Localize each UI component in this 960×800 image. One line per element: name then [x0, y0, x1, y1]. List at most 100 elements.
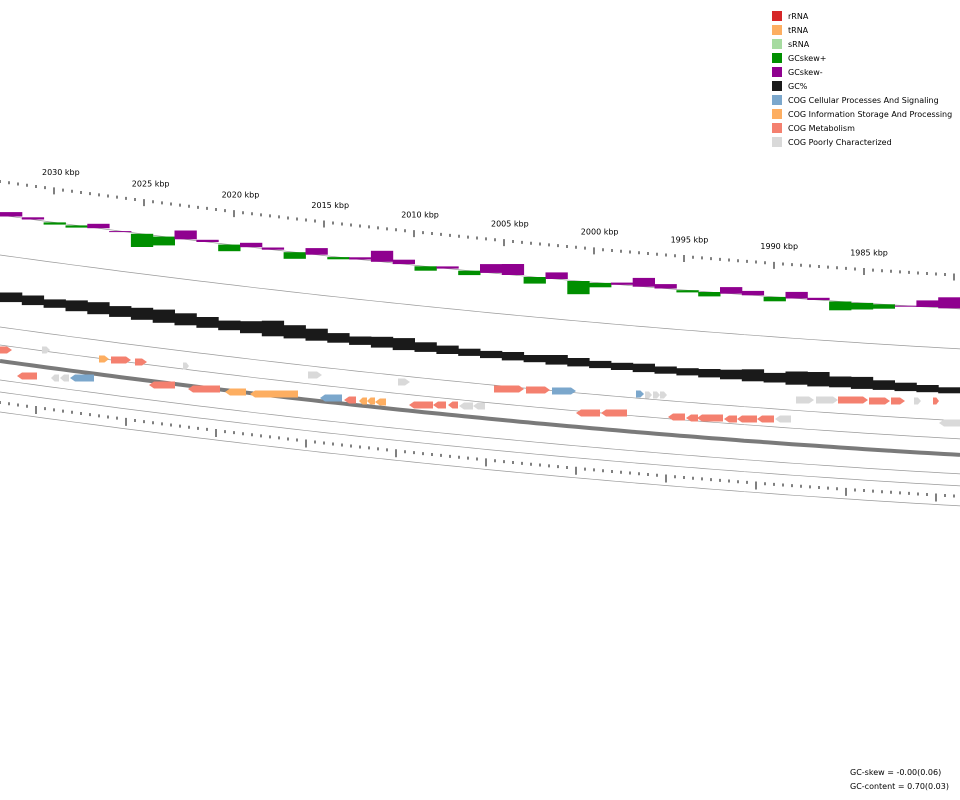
gene-feature-cog-metabolism: [891, 397, 905, 405]
gcskew-minus-bin: [305, 248, 328, 255]
gene-feature-cog-poorly-characterized: [645, 391, 652, 399]
legend-swatch-cog-metabolism: [772, 123, 782, 133]
gcskew-plus-bin: [829, 301, 852, 311]
gcskew-minus-bin: [916, 300, 939, 307]
genome-stats: GC-skew = -0.00(0.06) GC-content = 0.70(…: [850, 766, 949, 794]
legend-swatch-srna: [772, 39, 782, 49]
gcskew-plus-bin: [43, 222, 66, 225]
gene-feature-cog-information-storage-and-processing: [359, 397, 367, 405]
gc-percent-bin: [916, 385, 939, 393]
gcskew-minus-bin: [938, 297, 960, 309]
gc-percent-bin: [829, 376, 852, 388]
tick-label-4: 2010 kbp: [401, 211, 439, 220]
gc-percent-bin: [676, 368, 699, 376]
gc-percent-bin: [894, 382, 917, 392]
gene-feature-cog-metabolism: [757, 415, 774, 423]
gc-percent-bin: [741, 369, 765, 382]
ring-guide-0: [0, 214, 960, 310]
gene-feature-cog-information-storage-and-processing: [375, 398, 386, 406]
gene-feature-cog-metabolism: [188, 385, 220, 393]
tick-label-1: 2025 kbp: [132, 180, 170, 189]
gene-feature-cog-poorly-characterized: [796, 396, 814, 404]
gc-percent-bin: [807, 372, 830, 387]
gc-percent-bin: [850, 376, 874, 389]
gene-feature-cog-metabolism: [668, 413, 685, 421]
legend-item-cog-metabolism: COG Metabolism: [772, 121, 952, 135]
gcskew-minus-bin: [196, 239, 219, 242]
tick-label-9: 1985 kbp: [850, 248, 888, 257]
gcskew-plus-bin: [327, 257, 350, 260]
gc-percent-bin: [414, 342, 437, 352]
gcskew-minus-bin: [720, 287, 743, 294]
legend-swatch-cog-poorly: [772, 137, 782, 147]
gcskew-plus-bin: [698, 292, 721, 297]
gc-percent-bin: [0, 292, 23, 303]
legend-swatch-rrna: [772, 11, 782, 21]
gc-percent-bin: [720, 369, 743, 380]
gene-feature-cog-cellular-processes-and-signaling: [70, 374, 94, 382]
gene-feature-cog-metabolism: [17, 372, 37, 380]
gcskew-minus-bin: [392, 259, 415, 265]
gc-percent-bin: [152, 309, 175, 323]
gcskew-minus-bin: [807, 297, 830, 300]
legend-item-cog-information: COG Information Storage And Processing: [772, 107, 952, 121]
legend-label-cog-metabolism: COG Metabolism: [788, 123, 855, 133]
tick-label-0: 2030 kbp: [42, 168, 80, 177]
gcskew-minus-bin: [240, 242, 263, 248]
gc-percent-bin: [174, 313, 197, 326]
gene-feature-cog-metabolism: [0, 346, 12, 354]
gene-feature-cog-metabolism: [433, 401, 446, 409]
gene-feature-cog-information-storage-and-processing: [99, 355, 109, 363]
gc-percent-bin: [240, 321, 263, 334]
gcskew-minus-bin: [741, 290, 765, 296]
gc-percent-bin: [349, 336, 372, 345]
gc-percent-bin: [305, 328, 328, 341]
gene-feature-cog-poorly-characterized: [660, 391, 667, 399]
legend-swatch-cog-information: [772, 109, 782, 119]
legend-item-cog-poorly: COG Poorly Characterized: [772, 135, 952, 149]
tick-label-3: 2015 kbp: [311, 201, 349, 210]
tick-label-2: 2020 kbp: [222, 191, 260, 200]
gene-feature-cog-metabolism: [135, 358, 147, 366]
gcskew-minus-bin: [632, 277, 655, 287]
legend-item-rrna: rRNA: [772, 9, 952, 23]
gc-percent-bin: [261, 320, 285, 337]
legend-swatch-gcskew-plus: [772, 53, 782, 63]
gcskew-plus-bin: [676, 290, 699, 293]
gcskew-plus-bin: [218, 244, 241, 252]
legend-item-gcskew-minus: GCskew-: [772, 65, 952, 79]
gene-feature-cog-information-storage-and-processing: [225, 388, 246, 396]
gcskew-minus-bin: [545, 272, 568, 279]
ring-guide-3: [0, 344, 960, 440]
gcskew-minus-bin: [654, 284, 677, 289]
gc-content-stat: GC-content = 0.70(0.03): [850, 782, 949, 791]
tick-label-6: 2000 kbp: [581, 228, 619, 237]
gc-percent-bin: [698, 369, 721, 378]
gcskew-plus-bin: [523, 277, 546, 284]
gene-feature-cog-metabolism: [869, 397, 890, 405]
gene-feature-cog-information-storage-and-processing: [367, 397, 375, 405]
gc-percent-bin: [436, 345, 459, 354]
gc-percent-bin: [370, 336, 394, 348]
legend-item-gcskew-plus: GCskew+: [772, 51, 952, 65]
ring-guide-6: [0, 391, 960, 487]
gene-feature-cog-poorly-characterized: [459, 402, 473, 410]
gc-percent-bin: [43, 299, 66, 308]
legend-label-srna: sRNA: [788, 39, 810, 49]
gene-feature-cog-metabolism: [737, 415, 757, 423]
gcskew-minus-bin: [785, 291, 808, 299]
gene-feature-cog-cellular-processes-and-signaling: [552, 387, 576, 395]
legend-label-cog-cellular: COG Cellular Processes And Signaling: [788, 95, 939, 105]
gene-feature-cog-metabolism: [111, 356, 131, 364]
gc-percent-bin: [654, 366, 677, 374]
legend-label-gcskew-minus: GCskew-: [788, 67, 823, 77]
gc-percent-bin: [458, 348, 481, 356]
gcskew-minus-bin: [370, 250, 394, 262]
gcskew-plus-bin: [850, 302, 874, 310]
gc-percent-bin: [872, 380, 895, 390]
legend-label-gcskew-plus: GCskew+: [788, 53, 827, 63]
gc-percent-bin: [87, 302, 110, 315]
legend: rRNA tRNA sRNA GCskew+ GCskew- GC% COG C…: [772, 9, 952, 149]
gene-feature-cog-metabolism: [494, 385, 524, 393]
